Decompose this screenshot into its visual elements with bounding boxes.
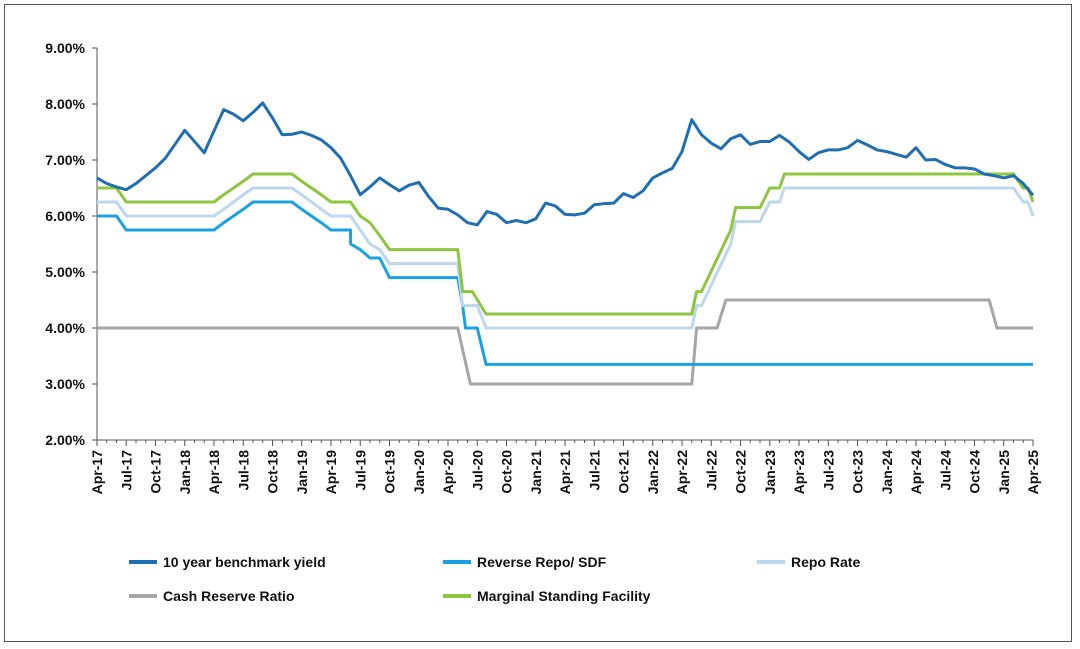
x-tick-label: Apr-20: [440, 450, 456, 495]
y-tick-label: 5.00%: [45, 264, 85, 280]
legend-swatch-reverse-repo: [443, 560, 471, 564]
series-line-10y-yield: [96, 101, 1035, 227]
y-tick-label: 8.00%: [45, 96, 85, 112]
x-tick-label: Jan-24: [879, 450, 895, 495]
x-tick-label: Jul-22: [703, 450, 719, 491]
legend-item-reverse-repo: Reverse Repo/ SDF: [443, 554, 606, 570]
x-tick-label: Oct-19: [382, 450, 398, 494]
legend-label-crr: Cash Reserve Ratio: [163, 588, 295, 604]
x-tick-label: Oct-20: [499, 450, 515, 494]
y-tick-label: 7.00%: [45, 152, 85, 168]
x-tick-label: Jan-20: [411, 450, 427, 495]
x-tick-label: Jan-18: [177, 450, 193, 495]
x-tick-label: Jan-22: [645, 450, 661, 495]
x-tick-label: Jul-18: [235, 450, 251, 491]
x-tick-label: Apr-22: [674, 450, 690, 495]
series-line-crr: [97, 298, 1033, 386]
legend-label-reverse-repo: Reverse Repo/ SDF: [477, 554, 607, 570]
y-tick-label: 2.00%: [45, 432, 85, 448]
legend-item-crr: Cash Reserve Ratio: [129, 588, 295, 604]
series-line-repo-rate: [97, 186, 1035, 330]
chart-frame: 2.00% 3.00% 4.00% 5.00% 6.00% 7.00% 8.00% 9.00%…: [4, 4, 1072, 642]
x-tick-label: Oct-24: [967, 450, 983, 494]
x-tick-label: Jan-19: [294, 450, 310, 495]
y-tick-label: 6.00%: [45, 208, 85, 224]
legend-label-msf: Marginal Standing Facility: [477, 588, 651, 604]
legend-item-repo-rate: Repo Rate: [757, 554, 860, 570]
legend-swatch-10y-yield: [129, 560, 157, 564]
y-tick-label: 4.00%: [45, 320, 85, 336]
y-tick-label: 9.00%: [45, 40, 85, 56]
legend-swatch-repo-rate: [757, 560, 785, 564]
legend-item-10y-yield: 10 year benchmark yield: [129, 554, 326, 570]
legend-swatch-crr: [129, 594, 157, 598]
x-tick-label: Apr-25: [1025, 450, 1041, 495]
x-tick-label: Jan-21: [528, 450, 544, 495]
x-tick-label: Apr-19: [323, 450, 339, 495]
x-tick-label: Jul-19: [352, 450, 368, 491]
y-tick-label: 3.00%: [45, 376, 85, 392]
x-tick-label: Jul-21: [586, 450, 602, 491]
legend-label-repo-rate: Repo Rate: [791, 554, 861, 570]
series-line-reverse-repo: [97, 200, 1033, 366]
x-tick-label: Apr-17: [89, 450, 105, 495]
x-tick-label: Apr-23: [791, 450, 807, 495]
legend-label-10y-yield: 10 year benchmark yield: [163, 554, 326, 570]
x-tick-label: Oct-23: [850, 450, 866, 494]
x-tick-label: Jul-24: [937, 450, 953, 491]
x-tick-label: Apr-24: [908, 450, 924, 495]
x-tick-label: Apr-18: [206, 450, 222, 495]
legend-swatch-msf: [443, 594, 471, 598]
x-tick-label: Oct-17: [148, 450, 164, 494]
legend-item-msf: Marginal Standing Facility: [443, 588, 650, 604]
x-tick-label: Jul-20: [469, 450, 485, 491]
x-tick-label: Jan-23: [762, 450, 778, 495]
x-tick-label: Jul-17: [118, 450, 134, 491]
line-chart: 2.00% 3.00% 4.00% 5.00% 6.00% 7.00% 8.00% 9.00%…: [45, 40, 1041, 495]
x-tick-label: Oct-22: [733, 450, 749, 494]
x-tick-label: Jul-23: [820, 450, 836, 491]
series-line-msf: [97, 172, 1035, 316]
x-tick-label: Oct-18: [265, 450, 281, 494]
x-tick-label: Jan-25: [996, 450, 1012, 495]
x-tick-label: Oct-21: [616, 450, 632, 494]
x-tick-label: Apr-21: [557, 450, 573, 495]
